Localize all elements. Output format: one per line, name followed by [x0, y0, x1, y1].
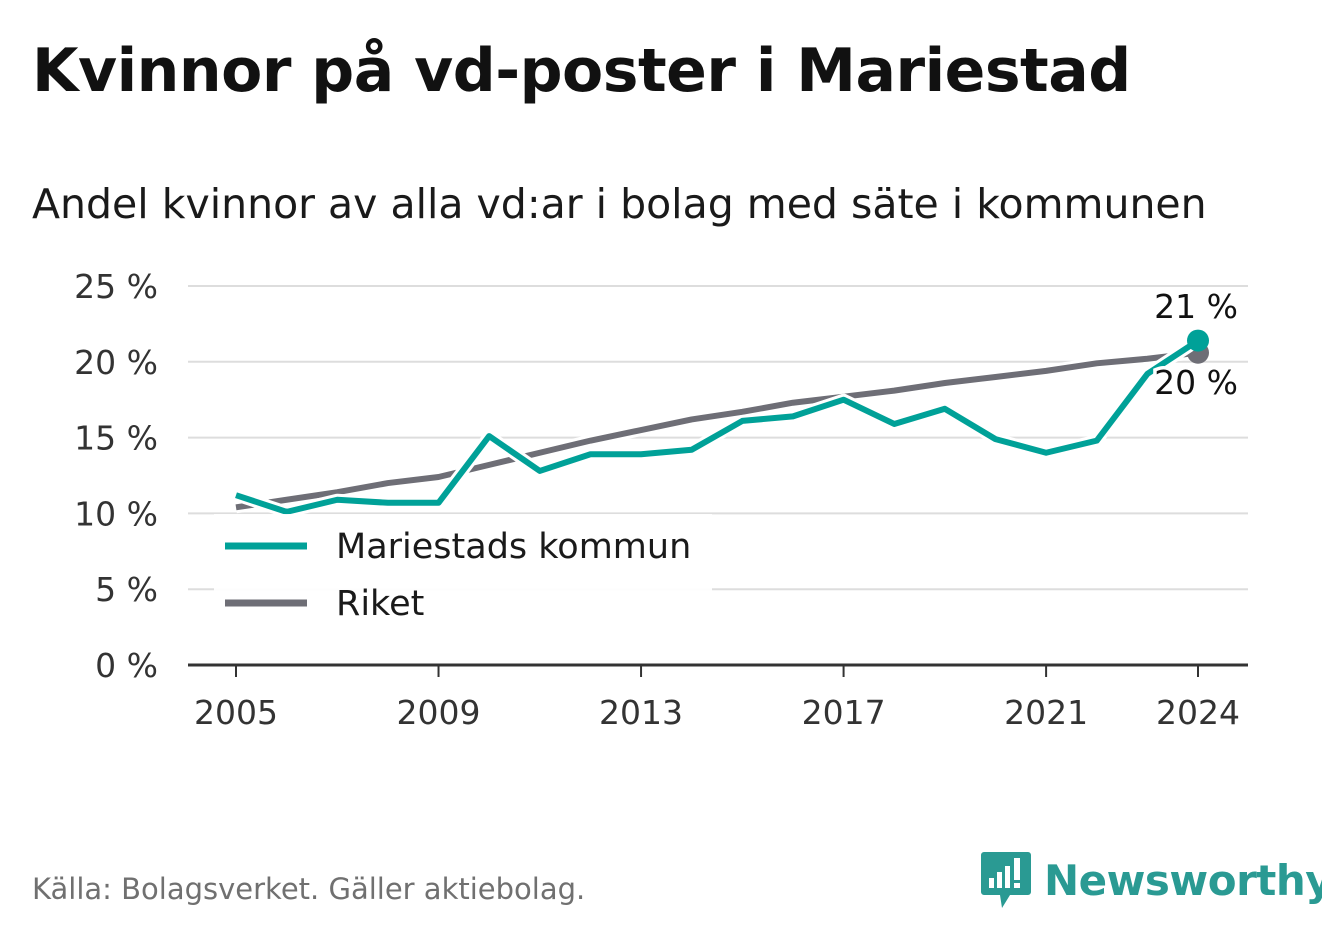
series-lines — [234, 329, 1209, 518]
y-tick-label: 10 % — [74, 494, 158, 533]
legend-background — [214, 514, 712, 614]
series-line-riket — [235, 349, 1199, 511]
chart-subtitle: Andel kvinnor av alla vd:ar i bolag med … — [32, 180, 1207, 228]
chart-title: Kvinnor på vd-poster i Mariestad — [32, 36, 1131, 106]
x-tick-label: 2017 — [802, 693, 886, 732]
brand-logo: Newsworthy — [980, 850, 1322, 910]
x-tick-label: 2013 — [599, 693, 683, 732]
legend-label: Mariestads kommun — [336, 527, 691, 567]
line-chart: 0 %5 %10 %15 %20 %25 % 2005 2009 2013 2017 2… — [74, 267, 1248, 732]
brand-name: Newsworthy — [1044, 855, 1322, 905]
newsworthy-logo-icon — [981, 852, 1031, 908]
x-tick-label: 2024 — [1156, 693, 1240, 732]
legend: Mariestads kommun Riket — [214, 514, 712, 624]
source-note: Källa: Bolagsverket. Gäller aktiebolag. — [32, 872, 586, 906]
end-labels: 21 % 20 % — [1151, 284, 1242, 406]
y-tick-label: 20 % — [74, 343, 158, 382]
series-line-mariestad — [235, 338, 1200, 515]
x-axis: 2005 2009 2013 2017 2021 2024 — [188, 663, 1248, 732]
y-tick-label: 15 % — [74, 419, 158, 458]
end-label-riket: 20 % — [1154, 363, 1238, 402]
y-tick-label: 25 % — [74, 267, 158, 306]
x-tick-label: 2005 — [194, 693, 278, 732]
x-tick-label: 2021 — [1004, 693, 1088, 732]
y-axis: 0 % 5 % 10 % 15 % 20 % 25 % — [74, 267, 158, 685]
y-tick-label: 0 % — [95, 646, 158, 685]
y-tick-label: 5 % — [95, 570, 158, 609]
end-point-mariestad — [1187, 329, 1209, 352]
x-tick-label: 2009 — [397, 693, 481, 732]
end-label-mariestad: 21 % — [1154, 287, 1238, 326]
legend-label: Riket — [336, 584, 424, 624]
